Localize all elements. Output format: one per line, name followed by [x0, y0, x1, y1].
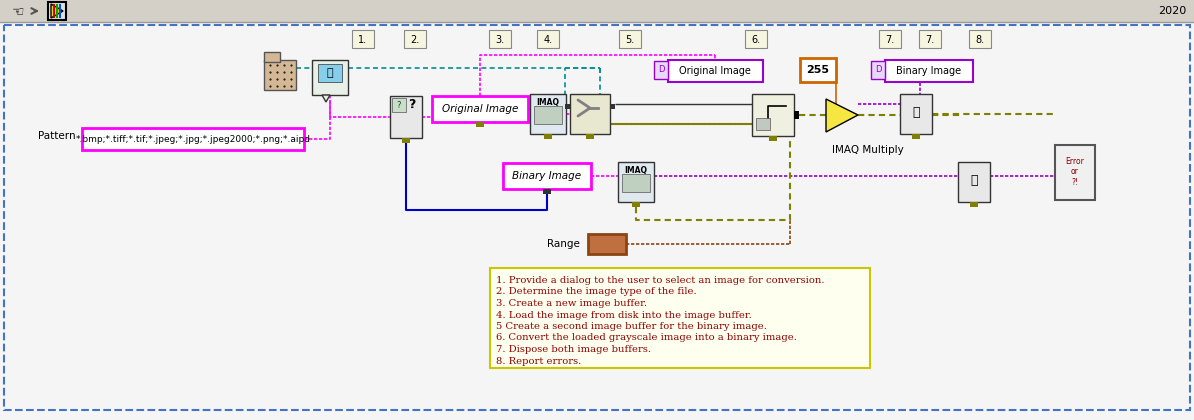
Bar [537, 30, 559, 48]
Text: 1. Provide a dialog to the user to select an image for conversion.: 1. Provide a dialog to the user to selec… [496, 276, 825, 285]
Bar [312, 60, 347, 95]
Bar [618, 162, 654, 202]
Text: D: D [875, 66, 881, 74]
Bar [618, 30, 641, 48]
Bar [632, 202, 640, 207]
Bar [570, 94, 610, 134]
Bar [794, 111, 799, 119]
Text: IMAQ: IMAQ [536, 97, 560, 107]
Bar [586, 134, 593, 139]
Bar [919, 30, 941, 48]
Text: 4.: 4. [543, 35, 553, 45]
Bar [800, 58, 836, 82]
Bar [402, 138, 410, 143]
Bar [82, 128, 304, 150]
Bar [264, 52, 281, 62]
Bar [958, 162, 990, 202]
Bar [0, 0, 1194, 22]
Text: 🗑: 🗑 [912, 105, 919, 118]
Text: *.bmp;*.tiff;*.tif;*.jpeg;*.jpg;*.jpeg2000;*.png;*.aipd: *.bmp;*.tiff;*.tif;*.jpeg;*.jpg;*.jpeg20… [75, 134, 310, 144]
Polygon shape [322, 95, 330, 102]
Bar [745, 30, 767, 48]
Bar [530, 94, 566, 134]
Bar [352, 30, 374, 48]
Bar [565, 104, 570, 109]
Text: Error
or
?!: Error or ?! [1065, 157, 1084, 187]
Bar [769, 136, 777, 141]
Text: Range: Range [547, 239, 580, 249]
Text: ?: ? [396, 100, 401, 110]
Bar [587, 234, 626, 254]
Polygon shape [51, 4, 63, 18]
Bar [48, 2, 66, 20]
Bar [970, 30, 991, 48]
Bar [392, 98, 406, 112]
Text: Binary Image: Binary Image [897, 66, 961, 76]
Text: 2020: 2020 [1158, 6, 1186, 16]
Bar [264, 60, 296, 90]
Bar [667, 60, 763, 82]
Text: 8.: 8. [975, 35, 985, 45]
Bar [390, 96, 421, 138]
Bar [318, 64, 341, 82]
Bar [879, 30, 901, 48]
Text: 6. Convert the loaded grayscale image into a binary image.: 6. Convert the loaded grayscale image in… [496, 333, 796, 342]
Bar [490, 30, 511, 48]
Bar [1055, 145, 1095, 200]
Text: 3.: 3. [496, 35, 505, 45]
Text: Pattern: Pattern [38, 131, 75, 141]
Text: D: D [658, 66, 664, 74]
Bar [756, 118, 770, 130]
Text: Original Image: Original Image [442, 104, 518, 114]
Text: 1.: 1. [358, 35, 368, 45]
Bar [544, 134, 552, 139]
Text: 5 Create a second image buffer for the binary image.: 5 Create a second image buffer for the b… [496, 322, 767, 331]
Text: 7.: 7. [886, 35, 894, 45]
Text: IMAQ Multiply: IMAQ Multiply [832, 145, 904, 155]
Bar [752, 94, 794, 136]
Bar [490, 268, 870, 368]
Bar [912, 134, 921, 139]
Text: IMAQ: IMAQ [624, 165, 647, 174]
Text: 5.: 5. [626, 35, 635, 45]
Bar [534, 106, 562, 124]
Polygon shape [826, 99, 858, 132]
Bar [654, 61, 667, 79]
Bar [870, 61, 885, 79]
Bar [404, 30, 426, 48]
Text: 2. Determine the image type of the file.: 2. Determine the image type of the file. [496, 288, 696, 297]
Text: 4. Load the image from disk into the image buffer.: 4. Load the image from disk into the ima… [496, 310, 752, 320]
Bar [476, 122, 484, 127]
Text: 255: 255 [806, 65, 830, 75]
Text: ☜: ☜ [12, 4, 24, 18]
Text: 7. Dispose both image buffers.: 7. Dispose both image buffers. [496, 345, 651, 354]
Bar [900, 94, 933, 134]
Text: 7.: 7. [925, 35, 935, 45]
Bar [432, 96, 528, 122]
Text: 6.: 6. [751, 35, 761, 45]
Bar [622, 174, 650, 192]
Text: 3. Create a new image buffer.: 3. Create a new image buffer. [496, 299, 647, 308]
Text: 🗑: 🗑 [971, 173, 978, 186]
Bar [543, 189, 550, 194]
Bar [970, 202, 978, 207]
Text: 2.: 2. [411, 35, 419, 45]
Bar [610, 104, 615, 109]
Text: ?: ? [408, 97, 416, 110]
Bar [885, 60, 973, 82]
Text: 8. Report errors.: 8. Report errors. [496, 357, 581, 365]
Bar [503, 163, 591, 189]
Text: Binary Image: Binary Image [512, 171, 581, 181]
Text: 🖼: 🖼 [327, 68, 333, 78]
Text: Original Image: Original Image [679, 66, 751, 76]
